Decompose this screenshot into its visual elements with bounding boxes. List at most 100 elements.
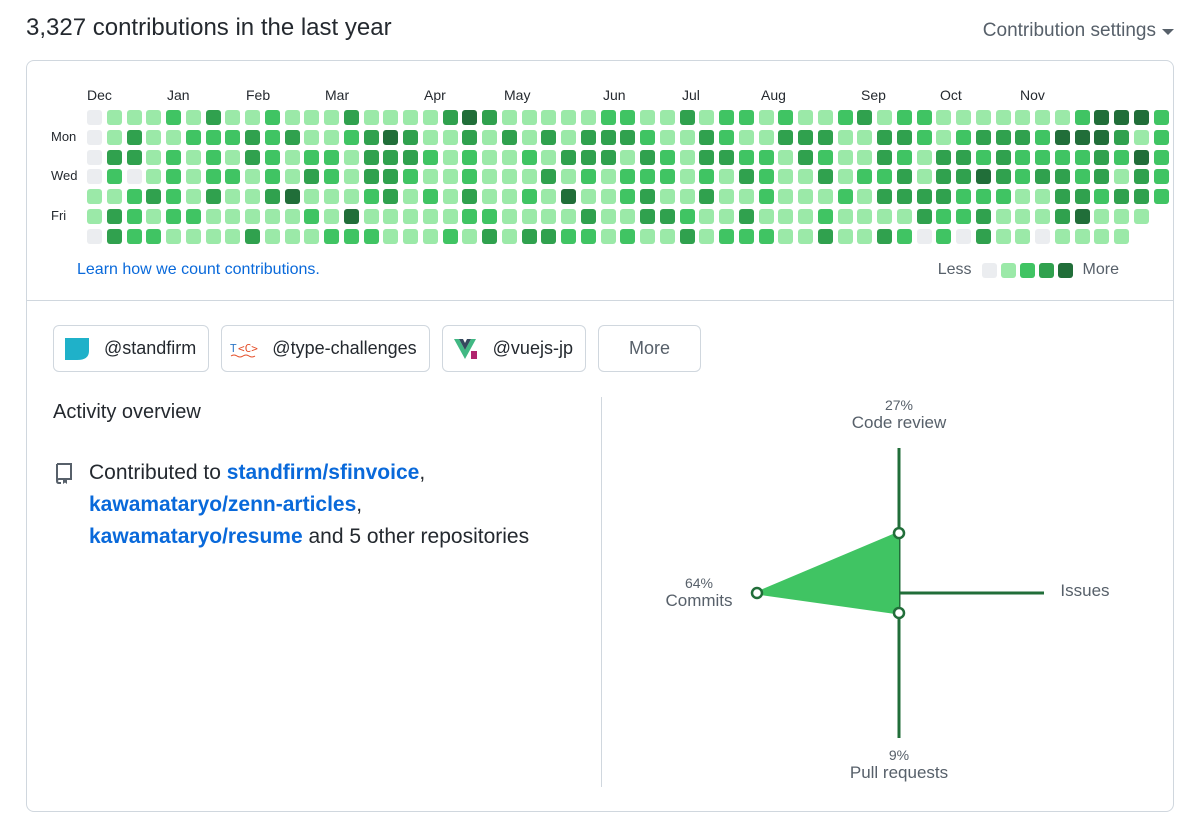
contribution-day-cell[interactable] (462, 129, 478, 145)
contribution-day-cell[interactable] (995, 149, 1011, 165)
contribution-day-cell[interactable] (1074, 208, 1090, 224)
contribution-day-cell[interactable] (146, 208, 162, 224)
contribution-day-cell[interactable] (383, 169, 399, 185)
contribution-day-cell[interactable] (738, 129, 754, 145)
contribution-day-cell[interactable] (600, 189, 616, 204)
contribution-day-cell[interactable] (837, 228, 853, 244)
contribution-day-cell[interactable] (659, 169, 675, 185)
contribution-day-cell[interactable] (324, 110, 339, 125)
contribution-day-cell[interactable] (719, 228, 734, 244)
contribution-day-cell[interactable] (146, 189, 162, 204)
contribution-day-cell[interactable] (896, 189, 912, 204)
contribution-day-cell[interactable] (995, 208, 1011, 224)
contribution-day-cell[interactable] (778, 189, 794, 204)
contribution-day-cell[interactable] (916, 169, 932, 185)
contribution-day-cell[interactable] (620, 149, 636, 165)
contribution-day-cell[interactable] (284, 110, 300, 125)
contribution-day-cell[interactable] (798, 228, 813, 244)
contribution-day-cell[interactable] (580, 129, 596, 145)
contribution-day-cell[interactable] (659, 129, 675, 145)
contribution-day-cell[interactable] (264, 149, 280, 165)
contribution-day-cell[interactable] (738, 228, 754, 244)
contribution-day-cell[interactable] (126, 228, 142, 244)
contribution-day-cell[interactable] (659, 228, 675, 244)
contribution-day-cell[interactable] (225, 228, 241, 244)
contribution-day-cell[interactable] (166, 189, 181, 204)
contribution-day-cell[interactable] (462, 169, 478, 185)
contribution-day-cell[interactable] (1133, 110, 1149, 125)
contribution-day-cell[interactable] (738, 169, 754, 185)
contribution-day-cell[interactable] (383, 208, 399, 224)
contribution-day-cell[interactable] (87, 110, 102, 125)
contribution-day-cell[interactable] (561, 129, 576, 145)
contribution-day-cell[interactable] (640, 208, 655, 224)
contribution-day-cell[interactable] (185, 149, 201, 165)
contribution-day-cell[interactable] (679, 149, 695, 165)
contribution-day-cell[interactable] (166, 129, 181, 145)
contribution-day-cell[interactable] (600, 129, 616, 145)
contribution-day-cell[interactable] (87, 129, 102, 145)
contribution-day-cell[interactable] (403, 149, 418, 165)
contribution-day-cell[interactable] (1054, 169, 1070, 185)
contribution-day-cell[interactable] (383, 129, 399, 145)
contribution-day-cell[interactable] (857, 149, 873, 165)
contribution-day-cell[interactable] (87, 189, 102, 204)
contribution-day-cell[interactable] (561, 110, 576, 125)
contribution-day-cell[interactable] (87, 149, 102, 165)
contribution-day-cell[interactable] (126, 169, 142, 185)
contribution-day-cell[interactable] (719, 110, 734, 125)
contribution-day-cell[interactable] (501, 129, 517, 145)
contribution-day-cell[interactable] (462, 208, 478, 224)
contribution-day-cell[interactable] (679, 228, 695, 244)
contribution-day-cell[interactable] (719, 208, 734, 224)
contribution-day-cell[interactable] (363, 110, 379, 125)
contribution-day-cell[interactable] (166, 208, 181, 224)
contribution-day-cell[interactable] (422, 189, 438, 204)
contribution-day-cell[interactable] (501, 189, 517, 204)
contribution-day-cell[interactable] (225, 208, 241, 224)
contribution-day-cell[interactable] (719, 149, 734, 165)
contribution-day-cell[interactable] (462, 110, 478, 125)
contribution-day-cell[interactable] (1133, 189, 1149, 204)
contribution-day-cell[interactable] (442, 110, 458, 125)
contribution-day-cell[interactable] (857, 228, 873, 244)
contribution-day-cell[interactable] (758, 129, 774, 145)
contribution-day-cell[interactable] (561, 228, 576, 244)
contribution-day-cell[interactable] (580, 228, 596, 244)
contribution-day-cell[interactable] (541, 228, 557, 244)
contribution-day-cell[interactable] (1015, 208, 1031, 224)
contribution-day-cell[interactable] (106, 169, 122, 185)
contribution-day-cell[interactable] (1015, 169, 1031, 185)
contribution-day-cell[interactable] (916, 228, 932, 244)
contribution-day-cell[interactable] (561, 208, 576, 224)
contribution-day-cell[interactable] (403, 208, 418, 224)
contribution-day-cell[interactable] (1114, 110, 1129, 125)
contribution-day-cell[interactable] (600, 208, 616, 224)
contribution-day-cell[interactable] (343, 169, 359, 185)
contribution-day-cell[interactable] (264, 228, 280, 244)
contribution-day-cell[interactable] (205, 110, 221, 125)
contribution-day-cell[interactable] (857, 129, 873, 145)
contribution-day-cell[interactable] (975, 228, 991, 244)
contribution-day-cell[interactable] (837, 129, 853, 145)
contribution-day-cell[interactable] (758, 228, 774, 244)
contribution-day-cell[interactable] (363, 129, 379, 145)
contribution-day-cell[interactable] (482, 208, 497, 224)
contribution-day-cell[interactable] (403, 110, 418, 125)
contribution-day-cell[interactable] (580, 189, 596, 204)
contribution-day-cell[interactable] (758, 208, 774, 224)
contribution-day-cell[interactable] (383, 110, 399, 125)
contribution-day-cell[interactable] (205, 208, 221, 224)
contribution-day-cell[interactable] (837, 189, 853, 204)
contribution-day-cell[interactable] (462, 228, 478, 244)
contribution-day-cell[interactable] (1153, 189, 1169, 204)
contribution-day-cell[interactable] (343, 208, 359, 224)
contribution-day-cell[interactable] (304, 228, 320, 244)
contribution-day-cell[interactable] (264, 208, 280, 224)
contribution-day-cell[interactable] (383, 228, 399, 244)
contribution-day-cell[interactable] (758, 149, 774, 165)
contribution-day-cell[interactable] (1035, 149, 1050, 165)
contribution-day-cell[interactable] (936, 228, 952, 244)
contribution-day-cell[interactable] (422, 228, 438, 244)
contribution-day-cell[interactable] (580, 149, 596, 165)
